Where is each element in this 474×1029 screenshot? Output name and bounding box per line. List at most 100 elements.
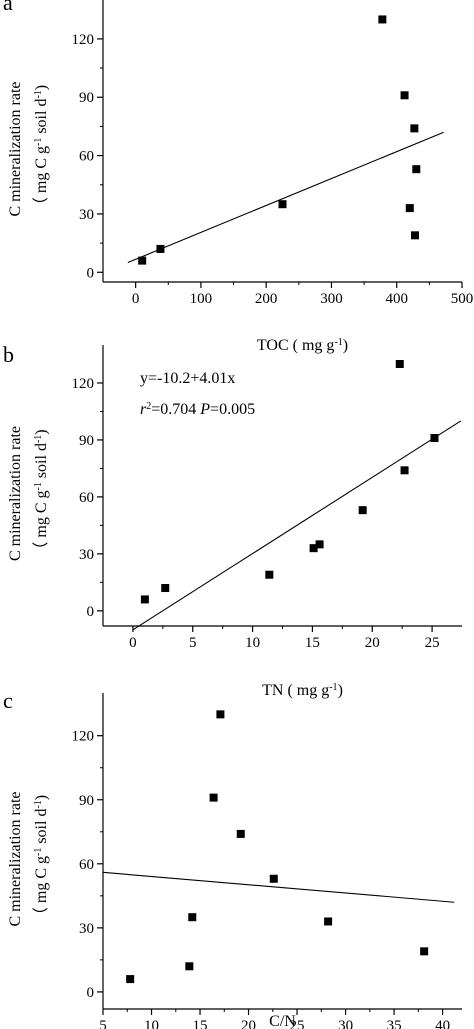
x-tick-label: 5 (189, 635, 197, 651)
y-axis-title-line2-part: -1 (33, 435, 44, 443)
data-point (315, 540, 324, 549)
y-axis-title-line2: （ mg C g-1 soil d-1) (32, 429, 50, 557)
regression-line (102, 871, 455, 903)
x-tick-label: 35 (387, 1018, 402, 1029)
y-tick-label: 30 (79, 921, 94, 937)
panel-label: b (3, 342, 14, 367)
y-tick-label: 120 (72, 729, 95, 745)
data-point (265, 570, 274, 579)
data-point (156, 244, 165, 253)
data-point (324, 917, 333, 926)
y-tick-label: 60 (79, 857, 94, 873)
x-tick-label: 25 (425, 635, 440, 651)
panel-label: c (3, 688, 13, 713)
y-axis-title-line2-part: soil d (33, 443, 50, 482)
x-axis-title-part: C/N (269, 1013, 296, 1029)
x-axis-title-part: ) (338, 682, 343, 699)
data-point (411, 231, 420, 240)
x-tick-label: 15 (193, 1018, 208, 1029)
y-axis-title-line2-part: -1 (33, 800, 44, 808)
y-axis-title-line2-part: -1 (33, 482, 44, 490)
y-tick-label: 0 (87, 985, 95, 1001)
data-point (126, 975, 135, 984)
regression-line (132, 420, 462, 631)
data-point (400, 466, 409, 475)
y-axis-title-line1: C mineralization rate (7, 81, 24, 216)
y-tick-label: 30 (79, 547, 94, 563)
y-axis-title-line2-part: （ mg C g (32, 491, 50, 558)
data-point (309, 544, 318, 553)
regression-line (127, 131, 444, 264)
data-point (412, 165, 421, 174)
data-point (209, 793, 218, 802)
y-tick-label: 90 (79, 433, 94, 449)
x-tick-label: 400 (385, 291, 408, 307)
y-axis-title-line2-part: ) (33, 429, 50, 434)
x-tick-label: 20 (365, 635, 380, 651)
y-tick-label: 90 (79, 793, 94, 809)
data-point (236, 829, 245, 838)
x-axis-title-part: TN ( mg g (262, 682, 329, 699)
x-tick-label: 25 (290, 1018, 305, 1029)
y-axis-title-line2-part: soil d (33, 99, 50, 138)
y-axis-title-line1: C mineralization rate (7, 791, 24, 926)
y-axis-title-line2-part: -1 (33, 848, 44, 856)
data-point (400, 91, 409, 100)
x-tick-label: 10 (144, 1018, 159, 1029)
y-axis-title-line2-part: -1 (33, 138, 44, 146)
fit-annotation-part: r (140, 401, 147, 418)
x-tick-label: 100 (190, 291, 213, 307)
x-tick-label: 40 (435, 1018, 450, 1029)
panel-c: 5 10 15 20 25 30 35 40 0 30 60 90 120 c C/N C mineraliz… (3, 688, 462, 1029)
data-point (358, 506, 367, 515)
data-point (378, 15, 387, 24)
y-axis-title-line2-part: -1 (33, 90, 44, 98)
y-axis-title-line2: （ mg C g-1 soil d-1) (32, 795, 50, 923)
y-axis-title-line2-part: soil d (33, 809, 50, 848)
x-tick-label: 10 (245, 635, 260, 651)
y-axis-title-line2-part: （ mg C g (32, 146, 50, 213)
fit-annotation-part: y=-10.2+4.01x (140, 370, 235, 387)
data-point (140, 595, 149, 604)
y-axis-title-line2-part: ) (33, 795, 50, 800)
fit-annotation-part: 2 (146, 401, 151, 412)
x-tick-label: 500 (451, 291, 474, 307)
y-tick-label: 120 (72, 32, 95, 48)
y-axis-title-line2-part: ) (33, 85, 50, 90)
data-point (185, 962, 194, 971)
data-point (430, 434, 439, 443)
data-point (161, 584, 170, 593)
fit-annotation: r2=0.704 P=0.005 (140, 401, 255, 419)
x-axis-title-part: -1 (329, 682, 337, 693)
data-point (410, 124, 419, 133)
y-tick-label: 60 (79, 490, 94, 506)
y-tick-label: 0 (87, 265, 95, 281)
fit-annotation-part: =0.005 (210, 401, 255, 418)
data-point (269, 874, 278, 883)
x-tick-label: 0 (129, 635, 137, 651)
data-point (278, 200, 287, 209)
x-axis-title-part: -1 (334, 337, 342, 348)
x-tick-label: 5 (99, 1018, 107, 1029)
fit-annotation-part: P (199, 401, 210, 418)
x-tick-label: 0 (132, 291, 140, 307)
x-axis-title: TOC ( mg g-1) (257, 337, 348, 355)
y-tick-label: 30 (79, 207, 94, 223)
data-point (188, 913, 197, 922)
x-axis-title: TN ( mg g-1) (262, 682, 343, 700)
x-axis-title: C/N (269, 1013, 296, 1029)
y-axis-title-line2: （ mg C g-1 soil d-1) (32, 85, 50, 213)
y-tick-label: 90 (79, 90, 94, 106)
x-tick-label: 15 (305, 635, 320, 651)
x-tick-label: 300 (320, 291, 343, 307)
x-axis-title-part: ) (343, 337, 348, 354)
x-tick-label: 30 (338, 1018, 353, 1029)
y-axis-title-line2-part: （ mg C g (32, 856, 50, 923)
fit-annotation-part: =0.704 (151, 401, 200, 418)
y-tick-label: 60 (79, 149, 94, 165)
data-point (420, 947, 429, 956)
fit-annotation: y=-10.2+4.01x (140, 370, 235, 387)
y-axis-title-line1: C mineralization rate (7, 426, 24, 561)
